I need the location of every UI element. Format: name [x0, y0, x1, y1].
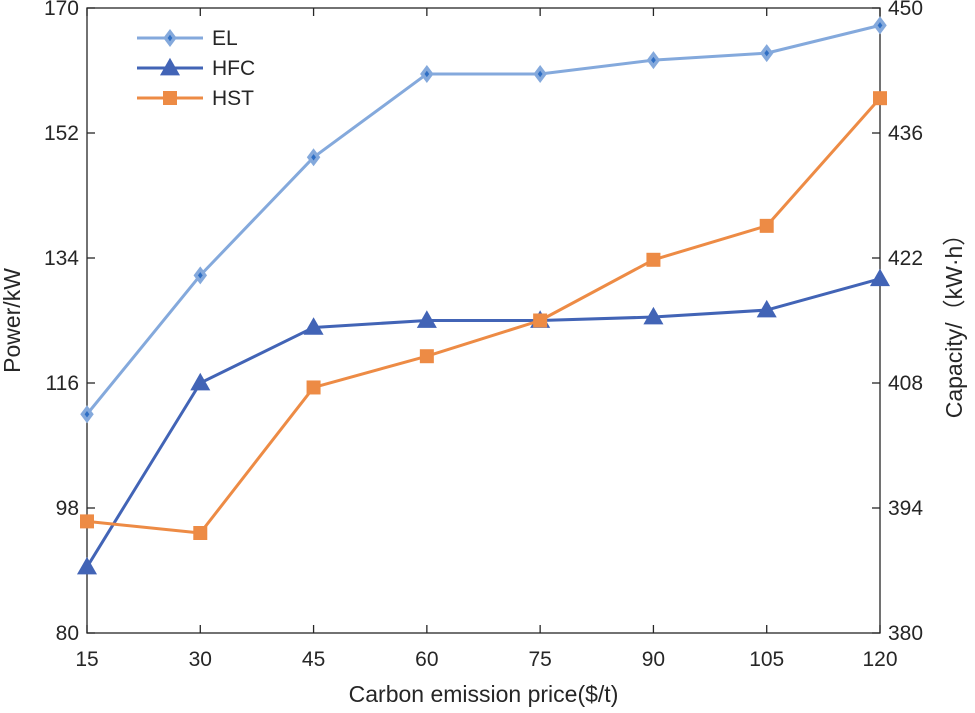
- series-hfc-point: [643, 306, 664, 325]
- y-right-tick-label: 450: [888, 0, 923, 20]
- x-tick-label: 105: [749, 648, 784, 671]
- series-hfc-point: [869, 268, 891, 287]
- series-el-point-core: [424, 70, 430, 78]
- series-hst-line: [86, 97, 882, 535]
- x-axis-title: Carbon emission price($/t): [349, 681, 619, 707]
- x-tick-label: 75: [528, 648, 551, 671]
- plot-frame: [86, 7, 881, 634]
- series-hst-point: [80, 514, 94, 529]
- x-tick-label: 15: [75, 648, 98, 671]
- series-el-point-core: [311, 154, 316, 161]
- y-left-tick-label: 116: [46, 372, 79, 395]
- y-right-tick-label: 394: [888, 497, 923, 520]
- y-right-tick-label: 436: [888, 122, 923, 145]
- series-el: [80, 16, 887, 424]
- x-tick-label: 30: [189, 648, 212, 671]
- series-hst-point: [419, 349, 434, 364]
- series-el-line: [85, 23, 881, 416]
- series-el-point-core: [537, 70, 543, 78]
- series-el-point-core: [764, 49, 770, 57]
- series-layer: [76, 16, 891, 575]
- y-left-tick-label: 134: [44, 247, 79, 270]
- legend-label: HFC: [212, 57, 255, 80]
- y-right-tick-label: 422: [888, 247, 923, 270]
- series-hst-point: [759, 218, 774, 233]
- series-el-point-core: [877, 22, 883, 29]
- y-left-tick-label: 170: [44, 0, 79, 20]
- legend-marker: [163, 91, 177, 105]
- legend-label: EL: [212, 27, 238, 50]
- legend-label: HST: [212, 87, 254, 110]
- series-hfc-point: [416, 310, 437, 328]
- legend-item-hst: HST: [137, 87, 254, 110]
- y-left-tick-label: 98: [56, 497, 79, 520]
- y-right-tick-label: 380: [888, 622, 923, 645]
- x-tick-label: 90: [642, 648, 665, 671]
- series-hfc-point: [756, 299, 777, 318]
- y-right-tick-label: 408: [888, 372, 923, 395]
- series-hst-point: [646, 252, 661, 267]
- y-left-tick-label: 152: [44, 122, 79, 145]
- legend-marker: [159, 57, 181, 76]
- series-el-point-core: [84, 411, 90, 418]
- x-tick-label: 45: [302, 648, 325, 671]
- series-hst: [80, 91, 887, 540]
- series-hfc-point: [303, 317, 324, 335]
- series-hst-point: [306, 380, 321, 395]
- legend: EL HFC HST: [137, 27, 255, 110]
- series-hfc-line: [85, 277, 881, 568]
- series-hst-point: [533, 313, 548, 328]
- series-el-point-core: [651, 56, 656, 64]
- legend-marker-core: [167, 34, 173, 42]
- x-tick-label: 60: [415, 648, 438, 671]
- series-hfc-point: [76, 556, 98, 575]
- y-left-tick-label: 80: [56, 622, 79, 645]
- series-hst-point: [193, 526, 208, 540]
- series-el-point-core: [197, 272, 203, 279]
- y-left-axis-title: Power/kW: [0, 268, 25, 373]
- series-hst-point: [873, 91, 887, 106]
- series-hfc-point: [190, 372, 211, 391]
- legend-item-hfc: HFC: [137, 57, 255, 80]
- y-right-axis-title: Capacity/（kW·h）: [941, 223, 967, 419]
- legend-item-el: EL: [137, 27, 238, 50]
- x-tick-label: 120: [862, 648, 897, 671]
